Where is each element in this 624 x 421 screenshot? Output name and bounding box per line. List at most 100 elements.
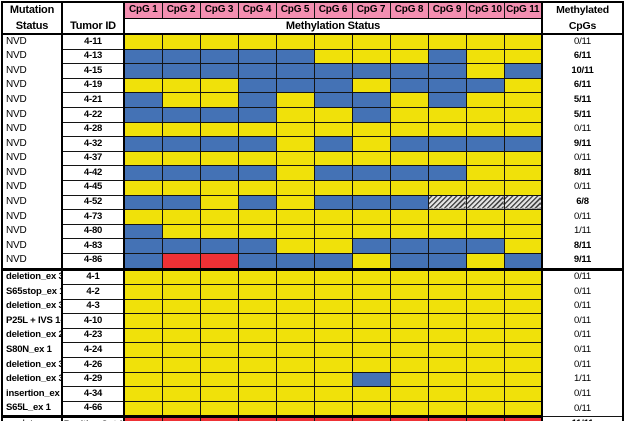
cpg-cell [275,327,315,344]
cpg-cell [389,371,429,388]
cpg-cell [465,267,505,286]
cpg-column-header: CpG 1 [123,1,163,19]
cpg-cell [161,238,201,254]
cpg-cell [275,267,315,286]
cpg-cell [275,400,315,418]
cpg-cell [427,267,467,286]
mutation-status-cell: S65L_ex 1 [1,401,63,417]
cpg-cell [351,165,391,181]
tumor-id-cell: 4-10 [61,313,125,329]
methylated-count-cell: 0/11 [541,342,624,358]
cpg-cell [389,327,429,344]
cpg-cell [389,357,429,373]
cpg-cell [503,313,543,329]
cpg-cell [275,92,315,108]
cpg-cell [465,357,505,373]
cpg-cell [123,63,163,79]
cpg-cell [389,223,429,240]
cpg-cell [275,371,315,388]
table-row: insertion_ex 2 4-34 0/11 [1,386,624,402]
cpg-cell [351,357,391,373]
cpg-cell [199,121,239,138]
cpg-cell [465,165,505,181]
cpg-cell [503,33,543,50]
cpg-cell [465,209,505,225]
cpg-cell [427,179,467,196]
cpg-cell [161,136,201,152]
cpg-cell [123,209,163,225]
cpg-cell [465,386,505,402]
cpg-cell [313,415,353,421]
table-row: S65L_ex 1 4-66 0/11 [1,400,624,418]
cpg-cell [123,252,163,270]
cpg-cell [275,223,315,240]
mutation-status-cell: deletion_ex 3 [1,267,63,285]
cpg-cell [161,48,201,65]
cpg-cell [275,179,315,196]
cpg-cell [427,252,467,270]
cpg-cell [161,252,201,270]
cpg-cell [161,92,201,108]
tumor-id-cell: 4-1 [61,267,125,286]
tumor-id-cell: 4-29 [61,371,125,388]
cpg-cell [237,313,277,329]
cpg-cell [351,238,391,254]
cpg-cell [427,63,467,79]
cpg-cell [351,209,391,225]
cpg-cell [427,327,467,344]
cpg-cell [351,342,391,359]
cpg-cell [389,136,429,152]
cpg-cell [351,179,391,196]
table-row: P25L + IVS 1-14-10 0/11 [1,313,624,329]
cpg-cell [313,48,353,65]
mutation-status-cell: NVD [1,238,63,254]
cpg-cell [465,342,505,359]
methylated-count-cell: 5/11 [541,107,624,123]
cpg-cell [275,121,315,138]
cpg-cell [161,415,201,421]
mutation-status-cell: NVD [1,34,63,50]
table-row: NVD 4-45 0/11 [1,179,624,196]
cpg-cell [123,313,163,329]
cpg-cell [275,63,315,79]
methylated-count-cell: 8/11 [541,238,624,254]
cpg-cell [389,77,429,94]
table-row: deletion_ex 3 4-29 1/11 [1,371,624,388]
mutation-status-header-line2: Status [15,20,49,32]
tumor-id-cell: 4-3 [61,298,125,315]
cpg-cell [123,327,163,344]
tumor-id-cell: Positive Cntrl [61,415,125,421]
cpg-cell [503,327,543,344]
cpg-cell [199,150,239,167]
cpg-cell [503,92,543,108]
cpg-cell [465,92,505,108]
cpg-cell [123,267,163,286]
cpg-cell [389,106,429,123]
table-row: NVD 4-86 9/11 [1,252,624,270]
cpg-cell [199,371,239,388]
cpg-cell [465,77,505,94]
cpg-cell [199,313,239,329]
methylated-count-cell: 0/11 [541,151,624,166]
cpg-cell [503,165,543,181]
cpg-cell [465,371,505,388]
cpg-cell [465,327,505,344]
cpg-cell [427,33,467,50]
cpg-column-header: CpG 11 [503,1,543,19]
cpg-cell [427,386,467,402]
mutation-status-cell: NVD [1,180,63,196]
cpg-cell [275,209,315,225]
methylated-count-cell: 1/11 [541,224,624,239]
methylated-count-cell: 0/11 [541,386,624,402]
cpg-cell [275,194,315,211]
cpg-cell [503,252,543,270]
cpg-cell [427,121,467,138]
cpg-cell [123,77,163,94]
cpg-cell [427,77,467,94]
cpg-cell [199,284,239,300]
tumor-id-cell: 4-22 [61,106,125,123]
cpg-cell [161,371,201,388]
cpg-cell [237,106,277,123]
table-row: NVD 4-21 5/11 [1,92,624,108]
cpg-cell [503,121,543,138]
